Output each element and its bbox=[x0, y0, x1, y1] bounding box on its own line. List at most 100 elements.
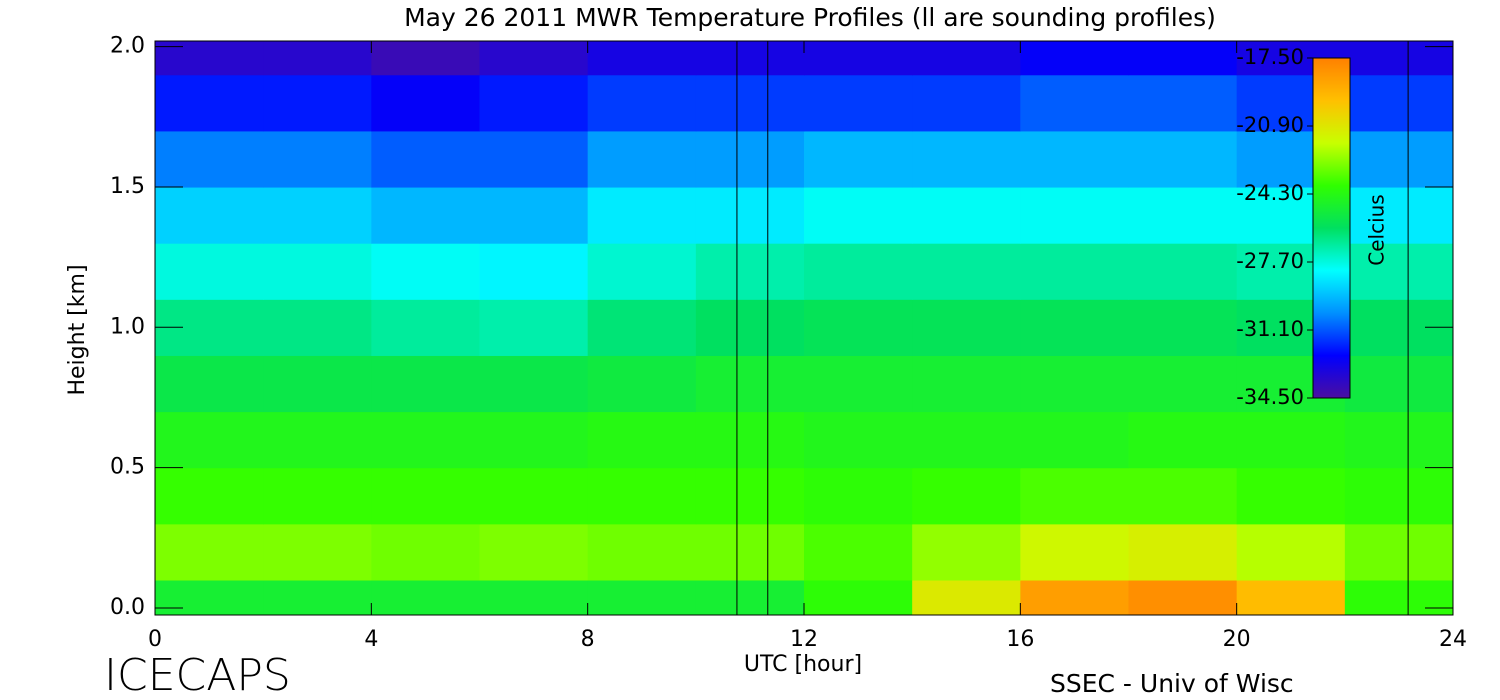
heatmap-cell bbox=[912, 411, 1021, 469]
heatmap-cell bbox=[804, 579, 913, 615]
heatmap-cell bbox=[1128, 74, 1238, 132]
heatmap-cell bbox=[695, 130, 805, 188]
heatmap-cell bbox=[263, 243, 372, 300]
heatmap-cell bbox=[804, 411, 913, 469]
heatmap-cell bbox=[479, 355, 589, 413]
heatmap-cell bbox=[804, 41, 913, 76]
heatmap-cell bbox=[695, 299, 805, 356]
heatmap-cell bbox=[912, 579, 1021, 615]
heatmap-cell bbox=[1344, 186, 1453, 244]
heatmap-cell bbox=[263, 467, 372, 525]
heatmap-cell bbox=[912, 41, 1021, 76]
annotation: ICECAPS bbox=[104, 650, 291, 700]
heatmap-cell bbox=[912, 74, 1021, 132]
heatmap-cell bbox=[1128, 411, 1238, 469]
x-axis-label: UTC [hour] bbox=[744, 652, 862, 677]
colorbar bbox=[1312, 57, 1351, 399]
heatmap-cell bbox=[263, 355, 372, 413]
heatmap-cell bbox=[371, 523, 481, 581]
heatmap-cell bbox=[1128, 467, 1238, 525]
heatmap-cell bbox=[695, 579, 805, 615]
heatmap-cell bbox=[587, 186, 697, 244]
heatmap-cell bbox=[1020, 243, 1130, 300]
heatmap-cell bbox=[1020, 74, 1130, 132]
y-tick-label: 1.0 bbox=[110, 314, 145, 339]
heatmap-cell bbox=[695, 355, 805, 413]
heatmap-cell bbox=[263, 299, 372, 356]
y-tick-label: 0.0 bbox=[110, 595, 145, 620]
heatmap-cell bbox=[155, 467, 264, 525]
heatmap-cell bbox=[804, 74, 913, 132]
heatmap-cell bbox=[371, 41, 481, 76]
x-tick-label: 8 bbox=[581, 627, 595, 652]
colorbar-tick-label: -27.70 bbox=[1236, 249, 1304, 273]
heatmap-cell bbox=[263, 74, 372, 132]
heatmap-cell bbox=[479, 74, 589, 132]
heatmap-cell bbox=[695, 186, 805, 244]
x-tick-label: 0 bbox=[148, 627, 162, 652]
heatmap-cell bbox=[587, 467, 697, 525]
heatmap bbox=[155, 41, 1453, 615]
heatmap-cell bbox=[587, 411, 697, 469]
heatmap-cell bbox=[804, 243, 913, 300]
heatmap-cell bbox=[263, 186, 372, 244]
colorbar-tick-label: -20.90 bbox=[1236, 113, 1304, 137]
heatmap-cell bbox=[587, 130, 697, 188]
heatmap-cell bbox=[695, 243, 805, 300]
heatmap-cell bbox=[479, 467, 589, 525]
heatmap-cell bbox=[804, 523, 913, 581]
colorbar-tick-label: -34.50 bbox=[1236, 385, 1304, 409]
heatmap-cell bbox=[695, 411, 805, 469]
heatmap-cell bbox=[1020, 186, 1130, 244]
heatmap-cell bbox=[1128, 579, 1238, 615]
heatmap-cell bbox=[1344, 243, 1453, 300]
heatmap-cell bbox=[1344, 467, 1453, 525]
heatmap-cell bbox=[1128, 523, 1238, 581]
y-tick-label: 2.0 bbox=[110, 34, 145, 59]
heatmap-cell bbox=[371, 243, 481, 300]
heatmap-cell bbox=[155, 355, 264, 413]
heatmap-cell bbox=[1344, 74, 1453, 132]
y-axis-label: Height [km] bbox=[65, 264, 90, 395]
heatmap-cell bbox=[263, 411, 372, 469]
heatmap-cell bbox=[1236, 467, 1346, 525]
heatmap-cell bbox=[371, 579, 481, 615]
y-tick-label: 0.5 bbox=[110, 455, 145, 480]
heatmap-cell bbox=[263, 41, 372, 76]
colorbar-tick-label: -31.10 bbox=[1236, 317, 1304, 341]
heatmap-cell bbox=[695, 523, 805, 581]
heatmap-cell bbox=[479, 186, 589, 244]
heatmap-cell bbox=[1344, 355, 1453, 413]
heatmap-cell bbox=[479, 579, 589, 615]
heatmap-cell bbox=[1128, 243, 1238, 300]
heatmap-cell bbox=[1128, 41, 1238, 76]
heatmap-cell bbox=[587, 74, 697, 132]
heatmap-cell bbox=[155, 186, 264, 244]
heatmap-cell bbox=[263, 579, 372, 615]
heatmap-cell bbox=[1344, 523, 1453, 581]
heatmap-cell bbox=[587, 355, 697, 413]
chart-title: May 26 2011 MWR Temperature Profiles (ll… bbox=[404, 3, 1216, 32]
annotation: SSEC - Univ of Wisc bbox=[1050, 669, 1294, 698]
y-tick-label: 1.5 bbox=[110, 174, 145, 199]
heatmap-cell bbox=[1344, 411, 1453, 469]
heatmap-cell bbox=[1020, 41, 1130, 76]
heatmap-cell bbox=[804, 130, 913, 188]
heatmap-cell bbox=[695, 467, 805, 525]
heatmap-cell bbox=[155, 579, 264, 615]
x-tick-label: 24 bbox=[1439, 627, 1467, 652]
heatmap-cell bbox=[587, 299, 697, 356]
heatmap-cell bbox=[155, 130, 264, 188]
heatmap-cell bbox=[912, 130, 1021, 188]
heatmap-cell bbox=[371, 355, 481, 413]
colorbar-tick-label: -24.30 bbox=[1236, 181, 1304, 205]
x-tick-label: 12 bbox=[790, 627, 818, 652]
heatmap-cell bbox=[1020, 355, 1130, 413]
heatmap-cell bbox=[155, 74, 264, 132]
heatmap-cell bbox=[1128, 299, 1238, 356]
heatmap-cell bbox=[479, 523, 589, 581]
heatmap-cell bbox=[479, 243, 589, 300]
heatmap-cell bbox=[1344, 579, 1453, 615]
